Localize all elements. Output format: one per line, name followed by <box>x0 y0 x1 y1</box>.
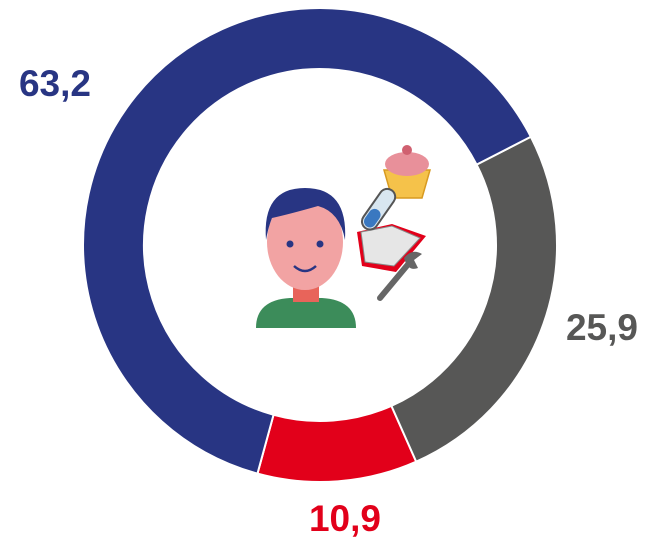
center-illustration <box>256 145 430 328</box>
value-label: 10,9 <box>309 498 381 539</box>
value-label: 25,9 <box>566 307 638 348</box>
chart: 63,2 25,9 10,9 <box>0 0 649 543</box>
donut-segment <box>257 406 416 482</box>
value-label: 63,2 <box>19 63 91 104</box>
